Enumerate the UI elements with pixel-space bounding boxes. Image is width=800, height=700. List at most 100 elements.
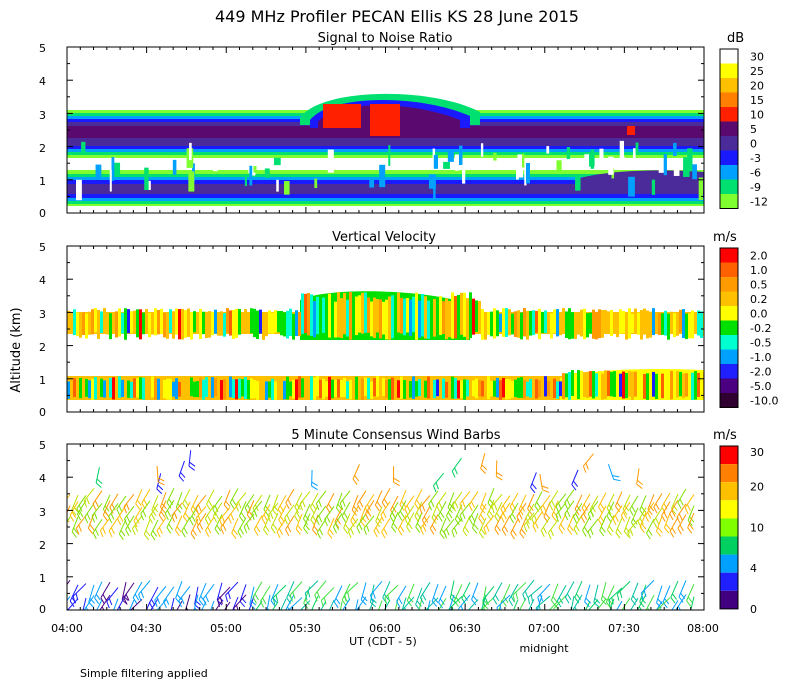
vv-column-lower xyxy=(619,373,622,397)
wind-barb xyxy=(67,598,79,610)
vv-column-lower xyxy=(160,380,163,399)
vv-column-upper xyxy=(484,313,487,340)
wind-barb xyxy=(181,517,191,538)
vv-column-lower xyxy=(412,376,415,399)
wind-barbs xyxy=(67,450,695,610)
xtick-8: 08:00 xyxy=(687,622,719,635)
wind-barb xyxy=(684,494,695,515)
vv-column-lower xyxy=(301,378,304,398)
snr-streak xyxy=(651,179,656,195)
colorbar-label: 10 xyxy=(750,521,764,534)
vv-column-upper xyxy=(667,313,670,340)
panel-vv-title: Vertical Velocity xyxy=(332,230,436,245)
wind-barb xyxy=(310,505,319,526)
vv-column-lower xyxy=(418,379,421,397)
wind-barb xyxy=(326,493,335,514)
wind-barb xyxy=(303,513,311,534)
wind-barb xyxy=(99,517,111,538)
vv-column-upper xyxy=(76,312,79,336)
vv-column-lower xyxy=(538,380,541,398)
vv-column-lower xyxy=(109,377,112,398)
wind-barb xyxy=(356,596,367,610)
wind-ytick-2: 2 xyxy=(39,539,46,552)
wind-barb xyxy=(383,599,391,610)
vv-column-lower xyxy=(700,371,703,398)
vv-column-upper xyxy=(394,299,397,338)
vv-column-upper xyxy=(202,311,205,335)
wind-barb xyxy=(690,596,695,610)
vv-column-lower xyxy=(253,380,256,399)
vv-column-lower xyxy=(622,371,625,399)
wind-barb xyxy=(558,513,567,534)
wind-barb xyxy=(655,601,663,610)
snr-streak xyxy=(683,157,690,177)
wind-barb xyxy=(498,599,503,610)
vv-column-lower xyxy=(184,377,187,399)
wind-barb xyxy=(140,500,151,521)
vv-column-upper xyxy=(70,313,73,333)
colorbar-swatch xyxy=(720,165,738,180)
vv-column-upper xyxy=(286,310,289,339)
wind-barb xyxy=(118,519,127,540)
vv-column-lower xyxy=(643,373,646,399)
snr-streak xyxy=(556,160,562,173)
wind-barb xyxy=(620,501,631,522)
vv-column-upper xyxy=(571,312,574,339)
vv-column-lower xyxy=(226,381,229,400)
wind-barb xyxy=(185,594,191,610)
vv-column-lower xyxy=(478,380,481,397)
colorbar-label: 25 xyxy=(750,65,764,78)
wind-barb xyxy=(523,512,535,533)
vv-column-upper xyxy=(565,311,568,338)
wind-barb xyxy=(639,512,647,534)
vv-column-lower xyxy=(646,373,649,400)
vv-ytick-4: 4 xyxy=(39,274,46,287)
vv-column-lower xyxy=(628,371,631,397)
colorbar-swatch xyxy=(720,364,738,379)
wind-barb xyxy=(129,599,135,610)
wind-ytick-4: 4 xyxy=(39,472,46,485)
wind-barb xyxy=(483,515,495,535)
snr-streak xyxy=(524,166,527,186)
wind-barb xyxy=(495,460,503,481)
vv-column-lower xyxy=(496,377,499,398)
wind-barb xyxy=(438,501,447,522)
vv-column-lower xyxy=(508,379,511,400)
vv-column-upper xyxy=(208,311,211,338)
vv-column-upper xyxy=(343,292,346,335)
snr-streak xyxy=(673,168,680,176)
vv-column-upper xyxy=(568,308,571,340)
vv-column-lower xyxy=(325,381,328,397)
vv-column-lower xyxy=(577,370,580,400)
vv-column-upper xyxy=(112,313,115,334)
wind-barb xyxy=(113,598,119,610)
wind-barb xyxy=(540,516,551,537)
wind-barb xyxy=(669,499,679,521)
wind-barb xyxy=(513,599,519,610)
snr-streak xyxy=(480,143,484,157)
wind-barb xyxy=(311,470,318,491)
vv-column-upper xyxy=(373,297,376,338)
vv-column-lower xyxy=(571,370,574,397)
vv-column-lower xyxy=(103,380,106,398)
snr-streak xyxy=(546,146,550,154)
wind-barb xyxy=(212,495,223,516)
main-title: 449 MHz Profiler PECAN Ellis KS 28 June … xyxy=(215,7,579,26)
colorbar-swatch xyxy=(720,291,738,306)
vv-column-upper xyxy=(175,308,178,335)
vv-column-lower xyxy=(283,380,286,400)
wind-barb xyxy=(69,501,79,522)
vv-column-upper xyxy=(310,294,313,336)
vv-column-lower xyxy=(115,378,118,397)
vv-column-upper xyxy=(67,310,70,333)
wind-barb xyxy=(304,580,319,601)
snr-lower-core xyxy=(67,184,704,194)
colorbar-swatch xyxy=(720,179,738,194)
wind-colorbar: 30 20 10 4 0 xyxy=(719,445,764,616)
vv-column-lower xyxy=(523,379,526,399)
vv-column-lower xyxy=(385,379,388,398)
vv-column-lower xyxy=(328,376,331,400)
vv-column-upper xyxy=(700,311,703,338)
vv-column-upper xyxy=(304,293,307,334)
colorbar-swatch xyxy=(720,572,738,591)
